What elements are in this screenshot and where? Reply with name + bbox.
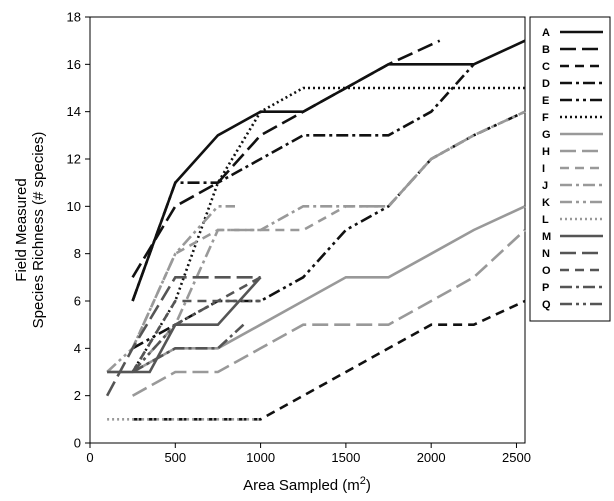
x-tick-label: 500	[164, 450, 186, 465]
y-tick-label: 0	[74, 436, 81, 451]
x-tick-label: 2000	[417, 450, 446, 465]
series-line-e	[131, 110, 526, 350]
series-layer	[105, 39, 526, 421]
legend-label-i: I	[542, 163, 545, 175]
x-tick-label: 1500	[331, 450, 360, 465]
legend-label-m: M	[542, 231, 551, 243]
x-axis-title: Area Sampled (m2)	[243, 475, 371, 494]
x-tick-label: 1000	[246, 450, 275, 465]
x-axis-title-suffix: )	[366, 477, 371, 494]
series-line-h	[131, 229, 526, 397]
series-line-g	[107, 205, 526, 374]
series-line-d	[131, 63, 475, 302]
y-axis-title: Field Measured Species Richness (# speci…	[13, 132, 47, 329]
legend-label-p: P	[542, 282, 549, 294]
series-line-q	[131, 299, 261, 373]
series-line-c	[132, 299, 526, 421]
y-tick-label: 8	[74, 246, 81, 261]
y-axis-title-line-1: Field Measured	[13, 178, 30, 281]
legend-label-d: D	[542, 78, 550, 90]
x-axis-title-superscript: 2	[360, 475, 366, 487]
legend-label-l: L	[542, 214, 549, 226]
series-line-j	[131, 110, 526, 373]
legend-label-e: E	[542, 95, 549, 107]
series-line-p	[131, 323, 245, 374]
legend-label-n: N	[542, 248, 550, 260]
series-line-a	[131, 39, 526, 302]
y-tick-label: 16	[67, 57, 81, 72]
legend-label-f: F	[542, 112, 549, 124]
legend-label-o: O	[542, 265, 551, 277]
legend-label-k: K	[542, 197, 550, 209]
y-tick-label: 10	[67, 199, 81, 214]
legend-label-b: B	[542, 44, 550, 56]
y-tick-label: 4	[74, 341, 81, 356]
legend-label-h: H	[542, 146, 550, 158]
series-line-f	[131, 86, 525, 373]
y-tick-label: 14	[67, 104, 81, 119]
y-tick-label: 18	[67, 10, 81, 25]
series-line-n	[105, 275, 261, 397]
axis-layer: 0 500 1000 1500 2000 2500 0 2 4 6 8 10 12 14 16 18	[67, 10, 531, 466]
series-line-i	[131, 134, 475, 349]
legend-label-j: J	[542, 180, 548, 192]
legend-label-g: G	[542, 129, 551, 141]
x-tick-label: 0	[86, 450, 93, 465]
legend-label-c: C	[542, 61, 550, 73]
y-axis-title-line-2: Species Richness (# species)	[30, 132, 47, 329]
y-tick-label: 2	[74, 388, 81, 403]
x-tick-label: 2500	[502, 450, 531, 465]
y-tick-label: 12	[67, 152, 81, 167]
series-line-b	[131, 39, 441, 278]
legend-label-q: Q	[542, 299, 551, 311]
y-tick-label: 6	[74, 294, 81, 309]
series-line-m	[107, 276, 262, 374]
series-line-k	[106, 205, 235, 373]
legend-label-a: A	[542, 27, 550, 39]
